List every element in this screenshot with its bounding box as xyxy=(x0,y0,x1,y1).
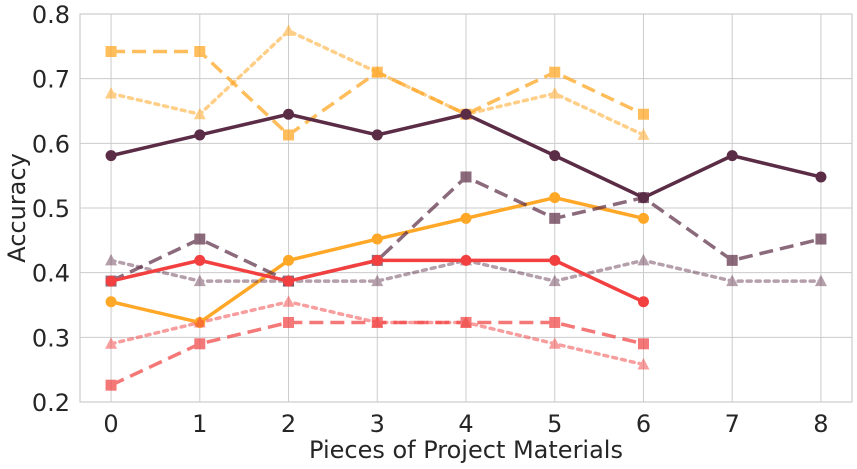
x-tick-labels: 0 1 2 3 4 5 6 7 8 xyxy=(103,410,828,438)
y-tick-label: 0.3 xyxy=(32,324,70,352)
data-point xyxy=(194,254,206,266)
y-tick-labels: 0.2 0.3 0.4 0.5 0.6 0.7 0.8 xyxy=(32,1,70,417)
data-point xyxy=(105,379,117,391)
y-tick-label: 0.8 xyxy=(32,1,70,29)
data-point xyxy=(726,150,738,162)
series-red-solid-circle xyxy=(105,254,649,308)
data-point xyxy=(194,129,206,141)
x-axis-label: Pieces of Project Materials xyxy=(309,436,623,464)
data-point xyxy=(105,46,117,58)
data-point xyxy=(460,254,472,266)
data-point xyxy=(282,24,295,36)
data-point xyxy=(371,233,383,245)
data-point xyxy=(549,66,561,78)
data-point xyxy=(371,274,384,287)
data-point xyxy=(105,296,117,308)
data-point xyxy=(548,337,561,349)
data-point xyxy=(283,129,295,141)
data-point xyxy=(371,129,383,141)
data-point xyxy=(194,338,206,350)
data-point xyxy=(637,192,649,204)
data-point xyxy=(549,192,561,204)
data-point xyxy=(371,254,383,266)
y-tick-label: 0.7 xyxy=(32,66,70,94)
data-point xyxy=(460,316,472,328)
y-tick-label: 0.6 xyxy=(32,130,70,158)
data-point xyxy=(549,212,561,224)
series-purple-solid-circle xyxy=(105,108,827,204)
data-point xyxy=(637,357,650,370)
x-tick-label: 6 xyxy=(636,410,651,438)
data-point xyxy=(460,108,472,120)
data-point xyxy=(105,150,117,162)
data-point xyxy=(193,315,206,328)
data-point xyxy=(105,337,118,349)
data-point xyxy=(371,316,383,328)
x-tick-label: 3 xyxy=(370,410,385,438)
y-tick-label: 0.5 xyxy=(32,195,70,223)
data-point xyxy=(193,107,206,120)
data-point xyxy=(637,338,649,350)
data-point xyxy=(283,316,295,328)
data-point xyxy=(193,274,206,287)
data-point xyxy=(815,233,827,245)
data-point xyxy=(637,108,649,120)
data-point xyxy=(548,274,561,287)
data-point xyxy=(548,87,561,99)
y-tick-label: 0.4 xyxy=(32,260,70,288)
data-point xyxy=(194,233,206,245)
data-point xyxy=(105,253,118,266)
data-point xyxy=(726,274,739,287)
x-tick-label: 0 xyxy=(103,410,118,438)
data-point xyxy=(283,275,295,287)
data-point xyxy=(637,128,650,140)
data-point xyxy=(814,274,827,287)
data-point xyxy=(815,171,827,183)
data-point xyxy=(549,254,561,266)
x-tick-label: 1 xyxy=(192,410,207,438)
data-point xyxy=(282,295,295,307)
data-point xyxy=(637,253,650,266)
x-tick-label: 7 xyxy=(725,410,740,438)
data-point xyxy=(637,296,649,308)
x-tick-label: 8 xyxy=(813,410,828,438)
y-tick-label: 0.2 xyxy=(32,389,70,417)
data-point xyxy=(194,46,206,58)
series-red-dashed-square xyxy=(105,316,649,391)
data-point xyxy=(283,254,295,266)
data-point xyxy=(371,66,383,78)
data-point xyxy=(549,316,561,328)
data-point xyxy=(549,150,561,162)
plot-frame xyxy=(79,13,853,403)
data-point xyxy=(283,108,295,120)
y-axis-label: Accuracy xyxy=(3,153,31,263)
data-point xyxy=(460,212,472,224)
data-point xyxy=(726,254,738,266)
data-point xyxy=(637,212,649,224)
data-point xyxy=(105,275,117,287)
data-point xyxy=(105,87,118,99)
x-tick-label: 5 xyxy=(547,410,562,438)
x-tick-label: 4 xyxy=(458,410,473,438)
x-tick-label: 2 xyxy=(281,410,296,438)
data-point xyxy=(460,171,472,183)
series-layer xyxy=(105,24,827,391)
